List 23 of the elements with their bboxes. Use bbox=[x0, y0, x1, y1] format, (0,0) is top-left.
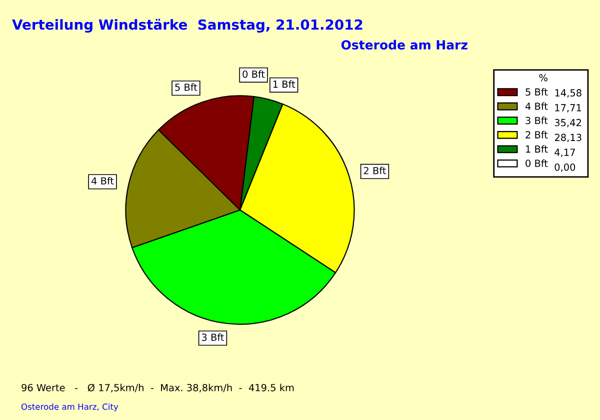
legend-label: 1 Bft bbox=[526, 145, 548, 153]
legend-label: 0 Bft bbox=[526, 159, 548, 167]
data-label: 28,13 bbox=[554, 134, 582, 142]
chart-title: Verteilung Windstärke Samstag, 21.01.2012 bbox=[12, 18, 362, 33]
data-label: 14,58 bbox=[555, 89, 582, 98]
legend-label: 5 Bft bbox=[526, 88, 548, 96]
text: 96 Werte - Ø 17,5km/h - Max. 38,8km/h - 419.5 km bbox=[22, 384, 294, 392]
slice-label: 4 Bft bbox=[92, 177, 114, 184]
slice-label: 1 Bft bbox=[273, 80, 296, 88]
legend-label: 3 Bft bbox=[526, 116, 548, 124]
slice-label: 2 Bft bbox=[364, 166, 386, 174]
data-label: 4,17 bbox=[554, 148, 575, 157]
legend-title: % bbox=[539, 74, 548, 82]
legend-label: 2 Bft bbox=[526, 130, 548, 138]
legend-label: 4 Bft bbox=[525, 102, 548, 110]
slice-label: 5 Bft bbox=[175, 83, 198, 91]
slice-label: 3 Bft bbox=[202, 333, 224, 341]
data-label: 35,42 bbox=[554, 118, 581, 128]
category-label: 0 Bft bbox=[242, 70, 265, 78]
text: Osterode am Harz, City bbox=[21, 403, 118, 412]
data-label: 17,71 bbox=[555, 104, 582, 112]
text: 0,00 bbox=[554, 163, 576, 172]
chart-subtitle: Osterode am Harz bbox=[341, 40, 468, 50]
